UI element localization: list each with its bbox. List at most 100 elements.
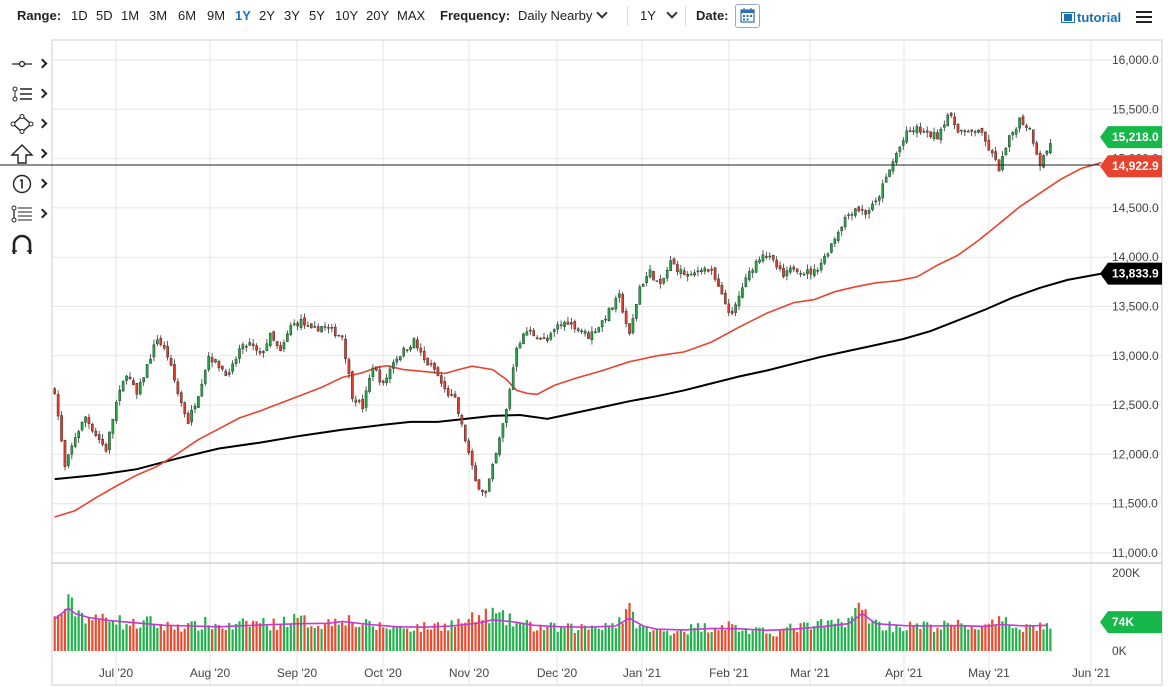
range-2y[interactable]: 2Y <box>259 8 275 23</box>
candle-body <box>84 416 87 423</box>
volume-bar <box>843 627 847 651</box>
volume-bar <box>122 629 125 651</box>
candle-body <box>590 331 594 341</box>
volume-bar <box>303 615 306 651</box>
candle-body <box>949 112 953 116</box>
date-tick-label: Jan '21 <box>623 666 662 680</box>
fast-ma-value: 14,922.9 <box>1112 159 1159 173</box>
candle-body <box>754 261 758 273</box>
volume-bar <box>994 625 997 651</box>
range-6m[interactable]: 6M <box>178 8 197 23</box>
volume-bar <box>642 626 645 651</box>
tutorial-label: tutorial <box>1077 10 1122 25</box>
candle-body <box>823 255 826 264</box>
candle-body <box>1011 132 1015 136</box>
volume-bar <box>967 629 970 651</box>
volume-bar <box>488 623 491 651</box>
volume-bar <box>751 630 754 651</box>
film-icon <box>1061 12 1075 23</box>
volume-bar <box>306 627 310 651</box>
volume-bar <box>1021 632 1025 651</box>
candle-body <box>857 206 861 212</box>
volume-bar <box>221 628 224 651</box>
tutorial-link[interactable]: tutorial <box>1061 10 1121 25</box>
candle-body <box>176 381 180 394</box>
range-5y[interactable]: 5Y <box>309 8 325 23</box>
volume-bar <box>87 617 91 651</box>
candle-body <box>87 417 91 424</box>
volume-bar <box>163 630 166 651</box>
candle-body <box>686 273 690 277</box>
price-tick-label: 14,000.0 <box>1112 250 1159 264</box>
candle-body <box>703 267 707 272</box>
candle-body <box>717 278 720 287</box>
shapes-tool[interactable] <box>10 114 48 136</box>
annotations-tool[interactable] <box>10 174 48 196</box>
range-5d[interactable]: 5D <box>96 8 113 23</box>
volume-bar <box>207 625 210 651</box>
frequency-select[interactable]: Daily Nearby <box>518 7 609 23</box>
volume-bar <box>323 622 327 651</box>
range-1d[interactable]: 1D <box>71 8 88 23</box>
volume-bar <box>768 633 771 651</box>
candle-body <box>296 322 299 327</box>
volume-bar <box>228 622 231 651</box>
range-3m[interactable]: 3M <box>149 8 168 23</box>
period-select[interactable]: 1Y <box>640 7 678 23</box>
range-9m[interactable]: 9M <box>207 8 226 23</box>
crosshair-tool[interactable] <box>10 54 48 76</box>
volume-bar <box>299 615 303 651</box>
range-1y[interactable]: 1Y <box>235 8 251 23</box>
volume-bar <box>731 624 734 651</box>
range-10y[interactable]: 10Y <box>335 8 359 23</box>
candle-body <box>169 358 173 366</box>
candle-body <box>706 269 710 272</box>
candle-body <box>932 132 936 139</box>
volume-bar <box>197 630 200 651</box>
candle-body <box>563 321 566 327</box>
candle-body <box>508 389 512 409</box>
candle-body <box>310 323 313 329</box>
calendar-button[interactable] <box>735 4 760 28</box>
candle-body <box>73 437 77 447</box>
candle-body <box>299 318 303 328</box>
volume-bar <box>857 602 860 651</box>
candle-body <box>159 338 163 345</box>
volume-bar <box>686 634 689 651</box>
range-3y[interactable]: 3Y <box>284 8 300 23</box>
candle-body <box>255 345 258 351</box>
candle-body <box>327 327 330 329</box>
volume-bar <box>522 622 525 651</box>
volume-bar <box>676 631 679 651</box>
range-max[interactable]: MAX <box>397 8 426 23</box>
volume-bar <box>341 622 344 651</box>
fibonacci-tool[interactable] <box>10 204 48 226</box>
volume-bar <box>919 629 922 651</box>
candle-body <box>895 153 898 163</box>
candle-body <box>111 419 115 434</box>
volume-bar <box>491 607 494 651</box>
volume-bar <box>614 628 617 651</box>
volume-bar <box>922 621 925 651</box>
calendar-icon <box>740 8 755 23</box>
candle-body <box>809 268 813 275</box>
candle-body <box>659 278 662 284</box>
trend-lines-tool[interactable] <box>10 84 48 106</box>
arrows-tool[interactable] <box>10 144 48 166</box>
range-1m[interactable]: 1M <box>121 8 140 23</box>
candle-body <box>200 383 204 397</box>
candle-body <box>758 259 761 263</box>
hamburger-menu-icon[interactable] <box>1136 11 1152 23</box>
volume-bar <box>939 629 942 651</box>
candle-body <box>409 346 412 350</box>
volume-bar <box>214 623 217 651</box>
candle-body <box>152 344 156 358</box>
volume-bar <box>63 608 67 651</box>
magnet-tool[interactable] <box>10 234 46 256</box>
volume-bar <box>631 611 635 651</box>
volume-bar <box>625 609 628 651</box>
volume-bar <box>833 623 836 651</box>
range-20y[interactable]: 20Y <box>366 8 390 23</box>
volume-bar <box>826 620 830 651</box>
